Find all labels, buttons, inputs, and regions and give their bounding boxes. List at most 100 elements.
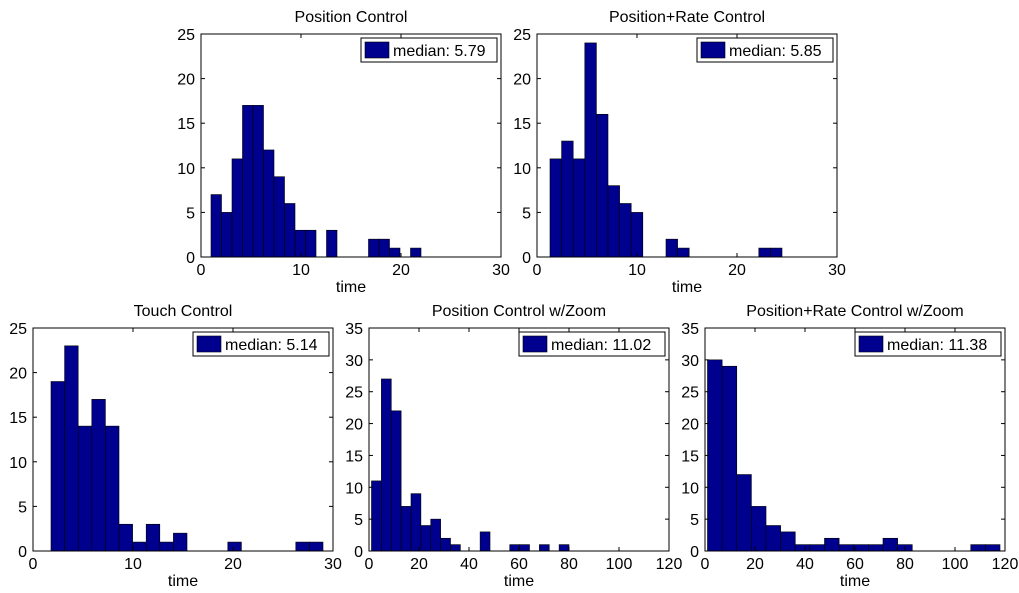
histogram-bar xyxy=(619,203,632,258)
chart-title: Position Control w/Zoom xyxy=(432,303,606,320)
histogram-bar xyxy=(558,544,570,552)
histogram-bar xyxy=(751,506,767,552)
y-tick-label: 15 xyxy=(681,448,699,465)
y-tick-label: 5 xyxy=(354,512,363,529)
x-tick-label: 100 xyxy=(942,556,969,573)
x-tick-label: 30 xyxy=(324,556,342,573)
legend: median: 5.85 xyxy=(696,37,834,63)
histogram-bar xyxy=(970,544,986,552)
subplot-1: 0 10 20 30 0 5 10 15 20 25 Position Control time med… xyxy=(177,9,510,296)
subplot-3: 0 10 20 30 0 5 10 15 20 25 Touch Control time median… xyxy=(9,303,342,590)
histogram-bar xyxy=(284,203,296,258)
chart-title: Position+Rate Control xyxy=(609,9,765,26)
y-tick-label: 0 xyxy=(186,250,195,267)
x-tick-label: 30 xyxy=(492,262,510,279)
histogram-bar xyxy=(572,158,586,258)
y-tick-label: 0 xyxy=(690,544,699,561)
histogram-bar xyxy=(765,525,781,552)
histogram-bar xyxy=(770,247,783,258)
x-tick-label: 30 xyxy=(828,262,846,279)
histogram-bar xyxy=(838,544,855,552)
histogram-bar xyxy=(295,541,310,552)
x-tick-label: 60 xyxy=(510,556,528,573)
chart-title: Position+Rate Control w/Zoom xyxy=(746,303,963,320)
y-tick-label: 10 xyxy=(513,161,531,178)
y-tick-label: 20 xyxy=(681,417,699,434)
histogram-bar xyxy=(882,537,898,552)
histogram-bar xyxy=(410,493,422,552)
y-tick-label: 25 xyxy=(9,321,27,338)
x-tick-label: 0 xyxy=(533,262,542,279)
histogram-bar xyxy=(159,541,174,552)
x-tick-label: 40 xyxy=(460,556,478,573)
x-axis-label: time xyxy=(336,279,366,296)
legend-swatch xyxy=(858,335,884,353)
chart-title: Position Control xyxy=(295,9,408,26)
histogram-bar xyxy=(77,425,93,552)
legend-label: median: 5.85 xyxy=(729,43,822,60)
y-tick-label: 25 xyxy=(345,385,363,402)
y-tick-label: 25 xyxy=(513,27,531,44)
y-tick-label: 5 xyxy=(186,205,195,222)
x-tick-label: 20 xyxy=(392,262,410,279)
y-tick-label: 20 xyxy=(9,366,27,383)
y-tick-label: 10 xyxy=(345,480,363,497)
legend: median: 5.79 xyxy=(360,37,498,63)
histogram-bar xyxy=(242,105,254,258)
histogram-bar xyxy=(227,541,242,552)
histogram-bar xyxy=(539,544,550,552)
histogram-bar xyxy=(118,523,133,552)
x-tick-label: 10 xyxy=(124,556,142,573)
x-tick-label: 120 xyxy=(656,556,683,573)
x-tick-label: 0 xyxy=(701,556,710,573)
histogram-bar xyxy=(50,381,65,552)
y-tick-label: 5 xyxy=(522,205,531,222)
histogram-bar xyxy=(400,506,412,552)
legend-label: median: 11.38 xyxy=(887,337,987,354)
histogram-bar xyxy=(410,247,422,258)
x-tick-label: 60 xyxy=(846,556,864,573)
y-tick-label: 15 xyxy=(345,448,363,465)
y-tick-label: 35 xyxy=(345,321,363,338)
x-tick-label: 10 xyxy=(292,262,310,279)
histogram-bar xyxy=(273,176,285,258)
y-tick-label: 25 xyxy=(681,385,699,402)
histogram-bar xyxy=(381,378,392,552)
histogram-bar xyxy=(440,537,451,552)
x-tick-label: 80 xyxy=(560,556,578,573)
y-tick-label: 25 xyxy=(177,27,195,44)
legend: median: 11.02 xyxy=(518,331,666,357)
axes-box xyxy=(200,33,502,258)
x-tick-label: 0 xyxy=(365,556,374,573)
histogram-bar xyxy=(430,518,441,552)
axes-box xyxy=(32,327,334,552)
x-tick-label: 20 xyxy=(410,556,428,573)
x-tick-label: 100 xyxy=(606,556,633,573)
histogram-bar xyxy=(309,541,324,552)
histogram-bar xyxy=(758,247,771,258)
y-tick-label: 0 xyxy=(354,544,363,561)
subplot-5: 0 20 40 60 80 100 120 0 5 10 15 20 25 30 35 Position+Ra… xyxy=(681,303,1018,590)
histogram-bar xyxy=(596,113,609,258)
legend-swatch xyxy=(522,335,548,353)
histogram-bar xyxy=(378,238,390,258)
histogram-bar xyxy=(519,544,530,552)
histogram-bar xyxy=(294,229,306,258)
y-tick-label: 30 xyxy=(345,353,363,370)
histogram-bar xyxy=(479,531,491,552)
y-tick-label: 15 xyxy=(177,116,195,133)
y-tick-label: 20 xyxy=(345,417,363,434)
histogram-bar xyxy=(549,158,562,258)
legend: median: 11.38 xyxy=(854,331,1002,357)
y-tick-label: 5 xyxy=(690,512,699,529)
histogram-bar xyxy=(105,425,120,552)
x-tick-label: 0 xyxy=(197,262,206,279)
histogram-bar xyxy=(368,238,380,258)
y-tick-label: 0 xyxy=(18,544,27,561)
legend-label: median: 5.79 xyxy=(393,43,486,60)
legend-swatch xyxy=(196,335,222,353)
histogram-bar xyxy=(91,399,106,552)
y-tick-label: 30 xyxy=(681,353,699,370)
x-tick-label: 40 xyxy=(796,556,814,573)
y-tick-label: 0 xyxy=(522,250,531,267)
